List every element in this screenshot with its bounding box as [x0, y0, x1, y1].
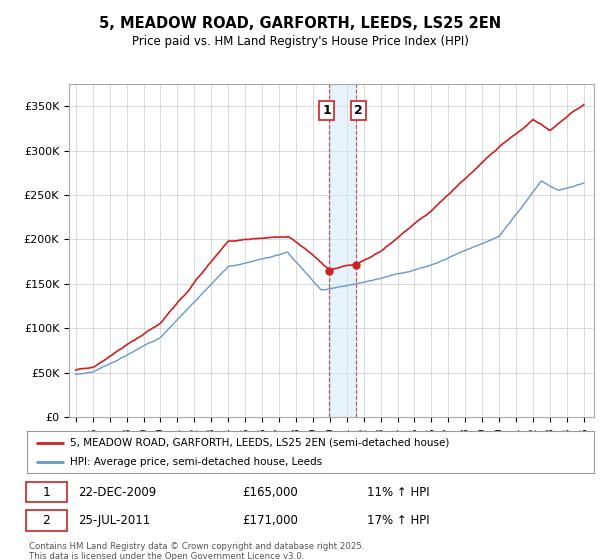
- Text: Contains HM Land Registry data © Crown copyright and database right 2025.
This d: Contains HM Land Registry data © Crown c…: [29, 542, 364, 560]
- Text: 25-JUL-2011: 25-JUL-2011: [78, 514, 150, 527]
- Text: 1: 1: [322, 104, 331, 117]
- Text: HPI: Average price, semi-detached house, Leeds: HPI: Average price, semi-detached house,…: [70, 457, 322, 467]
- Text: 1: 1: [43, 486, 50, 498]
- Text: 11% ↑ HPI: 11% ↑ HPI: [367, 486, 430, 498]
- Text: £165,000: £165,000: [242, 486, 298, 498]
- Text: 17% ↑ HPI: 17% ↑ HPI: [367, 514, 430, 527]
- Text: £171,000: £171,000: [242, 514, 298, 527]
- Text: 5, MEADOW ROAD, GARFORTH, LEEDS, LS25 2EN (semi-detached house): 5, MEADOW ROAD, GARFORTH, LEEDS, LS25 2E…: [70, 437, 449, 447]
- Text: 2: 2: [43, 514, 50, 527]
- Text: 5, MEADOW ROAD, GARFORTH, LEEDS, LS25 2EN: 5, MEADOW ROAD, GARFORTH, LEEDS, LS25 2E…: [99, 16, 501, 31]
- Text: Price paid vs. HM Land Registry's House Price Index (HPI): Price paid vs. HM Land Registry's House …: [131, 35, 469, 48]
- Text: 2: 2: [355, 104, 363, 117]
- FancyBboxPatch shape: [26, 482, 67, 502]
- FancyBboxPatch shape: [26, 510, 67, 531]
- Text: 22-DEC-2009: 22-DEC-2009: [78, 486, 156, 498]
